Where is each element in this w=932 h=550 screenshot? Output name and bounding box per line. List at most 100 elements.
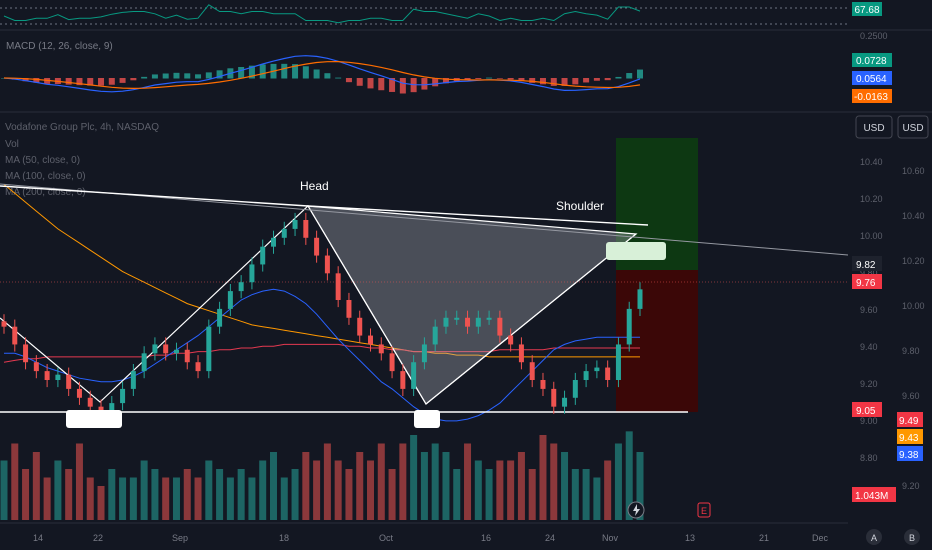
- candle: [55, 374, 61, 380]
- ma100-badge-bg: [897, 429, 923, 444]
- currency-button-right-label: USD: [902, 123, 923, 134]
- currency-button-left[interactable]: [855, 115, 893, 139]
- volume-bar: [323, 443, 331, 520]
- candle: [540, 380, 546, 389]
- volume-bar: [54, 460, 62, 520]
- price-scale-right-tick: 10.40: [902, 211, 925, 221]
- signal-badge: -0.0163: [854, 92, 888, 103]
- currency-button-right[interactable]: [897, 115, 929, 139]
- neckline-badge-bg: [852, 402, 882, 417]
- price-scale-right-tick: 10.00: [902, 301, 925, 311]
- macd-bar: [529, 78, 536, 83]
- volume-bar: [614, 443, 622, 520]
- macd-bar: [65, 78, 72, 85]
- volume-bar: [388, 469, 396, 520]
- ma200-badge: 9.38: [899, 450, 919, 461]
- candle: [33, 362, 39, 372]
- volume-bar: [43, 477, 51, 520]
- volume-bar: [119, 477, 127, 520]
- label-box-left-shoulder[interactable]: [66, 410, 122, 428]
- auto-scale-button-label: A: [871, 533, 877, 543]
- candle: [443, 317, 449, 327]
- ma-curve-red: [3, 343, 640, 363]
- rsi-line: [3, 4, 641, 24]
- macd-bar: [76, 78, 83, 86]
- volume-bar: [291, 469, 299, 520]
- candle: [389, 353, 395, 372]
- ma100-badge: 9.43: [899, 433, 919, 444]
- candle: [249, 264, 255, 283]
- volume-bar: [367, 460, 375, 520]
- candle: [432, 326, 438, 345]
- label-box-bottom[interactable]: [414, 410, 440, 428]
- rsi-pane: 67.68: [0, 2, 882, 25]
- head-trendline-left[interactable]: [0, 185, 309, 207]
- price-scale-right-tick: 10.20: [902, 256, 925, 266]
- volume-bar: [410, 435, 418, 520]
- ma200-badge-bg: [897, 446, 923, 461]
- shoulder-label: Shoulder: [556, 199, 604, 213]
- candle: [314, 237, 320, 256]
- candle: [1, 321, 7, 327]
- time-axis-label: 14: [33, 533, 43, 543]
- macd-line-badge-bg: [852, 71, 892, 85]
- price-scale-right-tick: 9.80: [902, 346, 920, 356]
- ma50-legend: MA (50, close, 0): [5, 155, 80, 166]
- volume-bar: [474, 460, 482, 520]
- candle: [594, 367, 600, 372]
- volume-bar: [345, 469, 353, 520]
- candle: [357, 317, 363, 336]
- volume-bar: [75, 443, 83, 520]
- candle: [66, 374, 72, 389]
- candle: [184, 349, 190, 363]
- currency-button-left-label: USD: [863, 123, 884, 134]
- label-box-target[interactable]: [606, 242, 666, 260]
- candle: [637, 289, 643, 309]
- candle: [335, 273, 341, 300]
- price-scale-left-tick: 9.20: [860, 379, 878, 389]
- time-axis[interactable]: 14 22 Sep 18 Oct 16 24 Nov 13 21 Dec: [33, 533, 829, 543]
- candle: [378, 344, 384, 354]
- candle: [173, 349, 179, 354]
- macd-bar: [345, 78, 352, 83]
- price-scale-left-tick: 10.00: [860, 231, 883, 241]
- volume-bars: [0, 431, 644, 520]
- macd-bar: [205, 72, 212, 79]
- signal-badge-bg: [852, 89, 892, 103]
- price-scale-left[interactable]: 10.40 10.20 10.00 9.80 9.60 9.40 9.20 9.00 8.80: [860, 157, 883, 463]
- macd-bar: [550, 78, 557, 86]
- volume-bar: [22, 469, 30, 520]
- neckline-badge: 9.05: [856, 406, 876, 417]
- candle: [260, 246, 266, 265]
- macd-bar: [324, 73, 331, 79]
- volume-bar: [302, 452, 310, 520]
- macd-bar: [626, 73, 633, 79]
- candle: [626, 308, 632, 345]
- macd-bar: [98, 78, 105, 86]
- candle: [227, 291, 233, 309]
- macd-bar: [151, 74, 158, 79]
- macd-hist-badge: 0.0728: [856, 56, 887, 67]
- macd-bar: [475, 78, 482, 79]
- volume-bar: [86, 477, 94, 520]
- head-trendline-right[interactable]: [307, 205, 649, 226]
- candle: [44, 371, 50, 380]
- time-axis-label: Sep: [172, 533, 188, 543]
- volume-legend: Vol: [5, 139, 19, 150]
- volume-bar: [108, 469, 116, 520]
- b-scale-button[interactable]: [904, 529, 920, 545]
- volume-bar: [151, 469, 159, 520]
- volume-bar: [539, 435, 547, 520]
- macd-hist-badge-bg: [852, 53, 892, 67]
- signal-line: [3, 60, 641, 90]
- volume-bar: [517, 452, 525, 520]
- price-scale-left-tick: 9.60: [860, 305, 878, 315]
- macd-scale-top: 0.2500: [860, 31, 888, 41]
- auto-scale-button[interactable]: [866, 529, 882, 545]
- volume-bar: [604, 460, 612, 520]
- earnings-marker[interactable]: [697, 502, 711, 518]
- macd-bar: [302, 66, 309, 79]
- volume-bar: [129, 477, 137, 520]
- candle: [486, 317, 492, 320]
